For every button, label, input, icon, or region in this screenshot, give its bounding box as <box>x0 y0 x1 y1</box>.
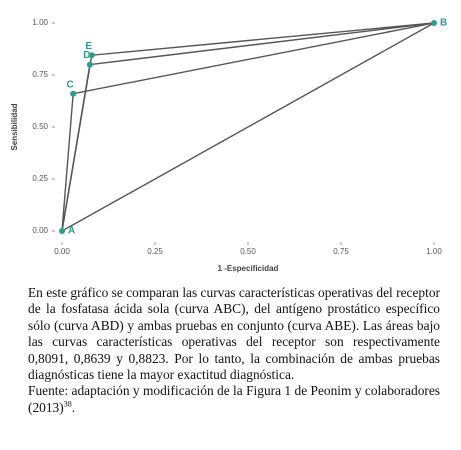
point-label: E <box>85 41 92 52</box>
point <box>59 228 65 234</box>
source-end: . <box>71 399 76 415</box>
point <box>70 90 77 97</box>
point-label: D <box>83 50 90 61</box>
source-text: Fuente: adaptación y modificación de la … <box>28 383 440 415</box>
x-tick-label: 0.75 <box>333 247 349 256</box>
roc-curve <box>61 22 435 232</box>
caption: En este gráfico se comparan las curvas c… <box>28 285 440 416</box>
y-tick-label: 0.25 <box>32 174 48 183</box>
y-axis-title: Sensibilidad <box>10 103 19 150</box>
source-ref: 38 <box>63 399 72 409</box>
y-tick-label: 1.00 <box>32 18 48 27</box>
x-tick-label: 0.00 <box>54 247 70 256</box>
caption-source: Fuente: adaptación y modificación de la … <box>28 383 440 416</box>
point <box>431 20 437 26</box>
point <box>88 52 95 59</box>
x-tick-label: 0.25 <box>147 247 163 256</box>
point-label: B <box>440 18 447 29</box>
x-tick-label: 0.50 <box>240 247 256 256</box>
point-label: C <box>67 79 74 90</box>
y-tick-label: 0.00 <box>32 226 48 235</box>
y-tick-label: 0.75 <box>32 70 48 79</box>
caption-text: En este gráfico se comparan las curvas c… <box>28 285 440 383</box>
point-label: A <box>68 226 75 237</box>
x-axis-title: 1 -Especificidad <box>218 264 279 273</box>
x-tick-label: 1.00 <box>426 247 442 256</box>
chart: 1 -Especificidad Sensibilidad 0.00 0.25 0.… <box>10 18 447 273</box>
y-tick-label: 0.50 <box>32 122 48 131</box>
point <box>86 61 93 68</box>
